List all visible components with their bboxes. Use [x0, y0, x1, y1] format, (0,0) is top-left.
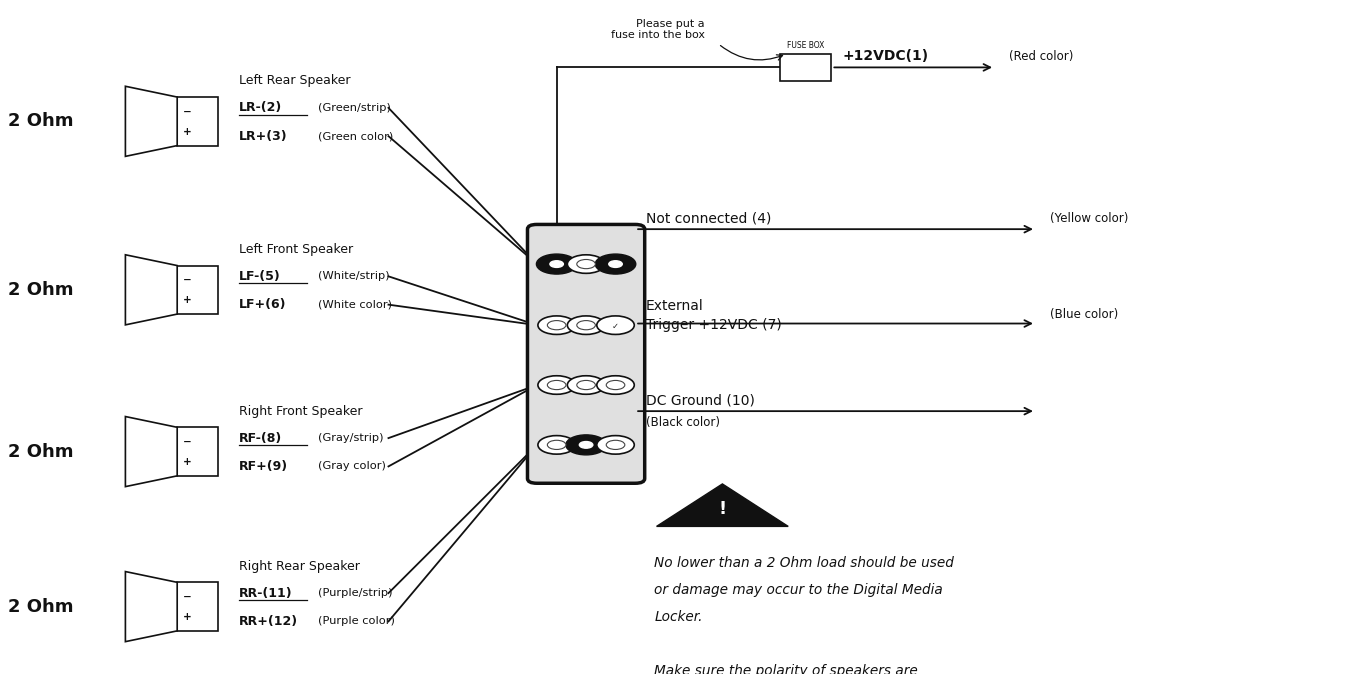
Text: (Green color): (Green color) — [318, 131, 393, 141]
Polygon shape — [657, 484, 788, 526]
Text: (Yellow color): (Yellow color) — [1050, 212, 1129, 225]
Text: (Purple/strip): (Purple/strip) — [318, 588, 393, 598]
Circle shape — [537, 254, 577, 274]
Text: +: + — [183, 295, 192, 305]
Circle shape — [566, 435, 607, 455]
Text: Trigger +12VDC (7): Trigger +12VDC (7) — [646, 317, 782, 332]
Circle shape — [567, 255, 605, 274]
Text: (Red color): (Red color) — [1009, 51, 1073, 63]
Circle shape — [597, 316, 634, 334]
Bar — [780, 54, 831, 81]
Text: −: − — [183, 275, 192, 285]
Circle shape — [577, 321, 596, 330]
Text: RF-(8): RF-(8) — [239, 431, 282, 445]
Bar — [177, 266, 218, 314]
Text: (Purple color): (Purple color) — [318, 617, 394, 626]
Circle shape — [549, 261, 563, 268]
Circle shape — [548, 321, 566, 330]
Text: Right Rear Speaker: Right Rear Speaker — [239, 559, 360, 573]
Text: RF+(9): RF+(9) — [239, 460, 288, 473]
Polygon shape — [125, 417, 177, 487]
Text: Left Rear Speaker: Left Rear Speaker — [239, 74, 350, 88]
Circle shape — [548, 380, 566, 390]
Circle shape — [609, 261, 623, 268]
Text: Make sure the polarity of speakers are: Make sure the polarity of speakers are — [654, 664, 919, 674]
Text: +12VDC(1): +12VDC(1) — [842, 49, 928, 63]
Circle shape — [597, 435, 634, 454]
Text: Right Front Speaker: Right Front Speaker — [239, 404, 363, 418]
Text: FUSE BOX: FUSE BOX — [786, 41, 825, 50]
Text: DC Ground (10): DC Ground (10) — [646, 393, 755, 407]
Polygon shape — [125, 86, 177, 156]
Circle shape — [607, 380, 624, 390]
Polygon shape — [125, 572, 177, 642]
Text: LR-(2): LR-(2) — [239, 101, 282, 115]
Text: Locker.: Locker. — [654, 610, 703, 624]
Polygon shape — [125, 255, 177, 325]
Text: (White color): (White color) — [318, 300, 391, 309]
Text: (Black color): (Black color) — [646, 416, 720, 429]
Text: +: + — [183, 127, 192, 137]
Circle shape — [538, 316, 575, 334]
Text: +: + — [183, 612, 192, 622]
Text: −: − — [183, 592, 192, 602]
Text: 2 Ohm: 2 Ohm — [8, 598, 74, 615]
Circle shape — [577, 259, 596, 269]
Circle shape — [597, 376, 634, 394]
Text: (Gray color): (Gray color) — [318, 462, 386, 471]
Text: LF-(5): LF-(5) — [239, 270, 281, 283]
Text: No lower than a 2 Ohm load should be used: No lower than a 2 Ohm load should be use… — [654, 556, 954, 570]
Circle shape — [538, 376, 575, 394]
Text: Not connected (4): Not connected (4) — [646, 211, 771, 225]
Text: Left Front Speaker: Left Front Speaker — [239, 243, 353, 256]
Circle shape — [548, 440, 566, 450]
Text: (Green/strip): (Green/strip) — [318, 103, 390, 113]
Text: RR-(11): RR-(11) — [239, 586, 292, 600]
Circle shape — [596, 254, 635, 274]
Circle shape — [538, 435, 575, 454]
Circle shape — [567, 376, 605, 394]
Text: −: − — [183, 106, 192, 117]
Text: −: − — [183, 437, 192, 447]
Text: 2 Ohm: 2 Ohm — [8, 281, 74, 299]
Bar — [177, 427, 218, 476]
Circle shape — [567, 316, 605, 334]
Text: External: External — [646, 299, 703, 313]
Text: 2 Ohm: 2 Ohm — [8, 113, 74, 130]
Text: (Gray/strip): (Gray/strip) — [318, 433, 383, 443]
Text: (White/strip): (White/strip) — [318, 272, 390, 281]
Bar — [177, 97, 218, 146]
Text: or damage may occur to the Digital Media: or damage may occur to the Digital Media — [654, 583, 943, 597]
Text: (Blue color): (Blue color) — [1050, 308, 1118, 321]
Circle shape — [577, 380, 596, 390]
Text: ✓: ✓ — [612, 322, 619, 331]
Text: Please put a
fuse into the box: Please put a fuse into the box — [611, 19, 705, 40]
Text: +: + — [183, 457, 192, 467]
Text: RR+(12): RR+(12) — [239, 615, 297, 628]
FancyBboxPatch shape — [527, 224, 645, 483]
Text: LF+(6): LF+(6) — [239, 298, 286, 311]
Circle shape — [579, 441, 593, 448]
Text: !: ! — [718, 500, 726, 518]
Text: 2 Ohm: 2 Ohm — [8, 443, 74, 460]
Bar — [177, 582, 218, 631]
Circle shape — [607, 440, 624, 450]
Text: LR+(3): LR+(3) — [239, 129, 288, 143]
